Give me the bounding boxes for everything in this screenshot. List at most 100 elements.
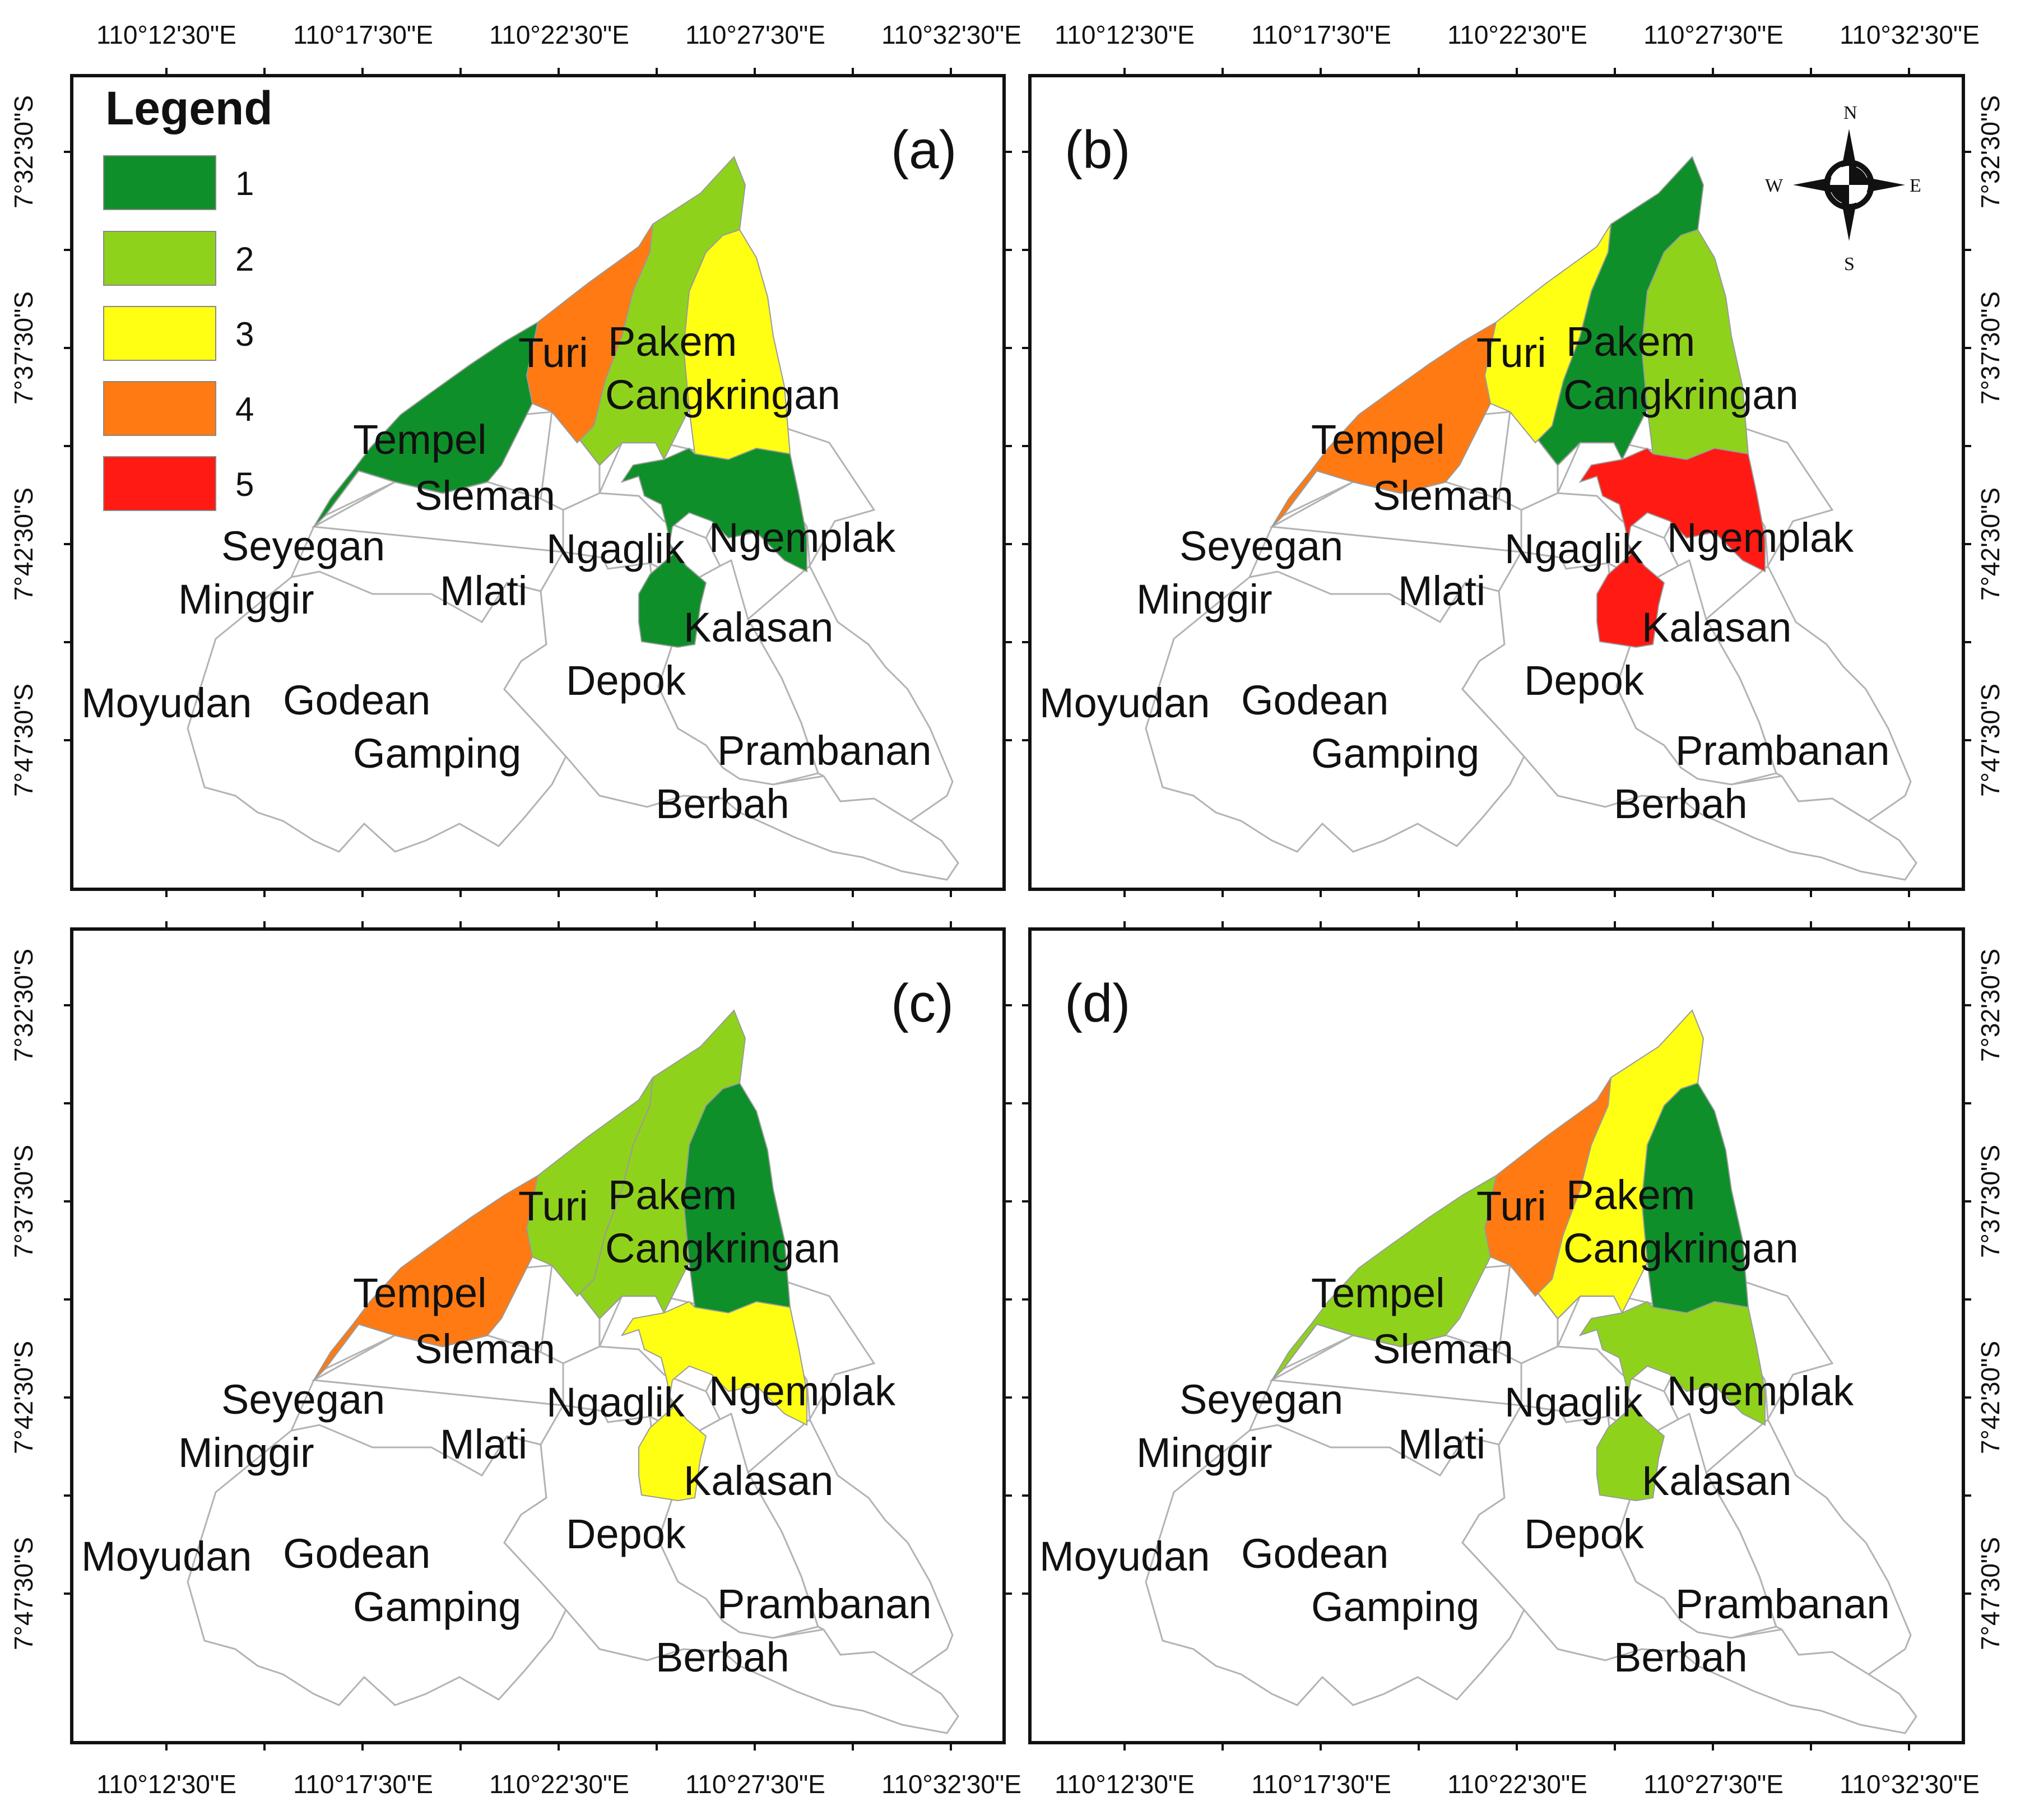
latitude-label: 7°37'30"S — [9, 1145, 38, 1258]
district-label-berbah: Berbah — [1614, 1634, 1748, 1680]
district-label-gamping: Gamping — [353, 730, 521, 777]
district-label-ngaglik: Ngaglik — [1504, 526, 1643, 572]
district-label-ngemplak: Ngemplak — [709, 1368, 896, 1414]
latitude-label: 7°32'30"S — [1976, 95, 2005, 208]
district-label-pakem: Pakem — [608, 1172, 737, 1218]
latitude-label: 7°47'30"S — [9, 1537, 38, 1650]
district-ngemplak — [620, 447, 807, 648]
latitude-label: 7°32'30"S — [1976, 949, 2005, 1062]
district-label-cangkringan: Cangkringan — [1563, 1225, 1799, 1271]
district-label-seyegan: Seyegan — [221, 523, 385, 569]
district-label-godean: Godean — [1241, 1530, 1388, 1577]
district-label-sleman: Sleman — [1373, 472, 1513, 519]
latitude-label: 7°42'30"S — [1976, 1341, 2005, 1454]
longitude-label: 110°17'30"E — [1251, 20, 1391, 49]
latitude-label: 7°37'30"S — [9, 291, 38, 405]
district-label-kalasan: Kalasan — [684, 1457, 833, 1504]
district-outline — [290, 526, 565, 623]
district-outline — [1248, 1379, 1523, 1477]
panel-label: (c) — [891, 973, 954, 1033]
district-label-cangkringan: Cangkringan — [605, 372, 840, 418]
district-labels-b: Turi Pakem Cangkringan Tempel Sleman Sey… — [1039, 318, 1890, 827]
legend-label-3: 3 — [235, 315, 254, 353]
district-label-turi: Turi — [518, 329, 588, 376]
legend-label-5: 5 — [235, 466, 254, 503]
longitude-label: 110°22'30"E — [1447, 20, 1587, 49]
district-label-prambanan: Prambanan — [717, 727, 932, 774]
district-label-kalasan: Kalasan — [1642, 604, 1791, 651]
district-map — [1145, 1009, 1917, 1734]
district-label-tempel: Tempel — [353, 1270, 487, 1316]
latitude-label: 7°47'30"S — [9, 684, 38, 797]
district-outline — [1248, 526, 1523, 623]
district-label-sleman: Sleman — [1373, 1326, 1513, 1372]
district-boundary — [540, 411, 553, 499]
panel-label: (a) — [891, 120, 956, 180]
longitude-label: 110°17'30"E — [293, 1770, 433, 1799]
district-label-seyegan: Seyegan — [1179, 1376, 1343, 1423]
legend-swatch-3 — [103, 306, 216, 361]
district-ngemplak — [620, 1301, 807, 1502]
district-label-mlati: Mlati — [1398, 568, 1485, 614]
district-ngemplak — [1578, 447, 1766, 648]
district-map — [187, 1009, 959, 1734]
north-arrow-icon: N S E W — [1765, 103, 1921, 275]
district-boundary — [1283, 481, 1354, 517]
district-label-mlati: Mlati — [1398, 1421, 1485, 1468]
panel-frame-c — [70, 927, 1006, 1744]
longitude-label: 110°22'30"E — [1447, 1770, 1587, 1799]
district-outline — [1705, 1418, 1912, 1675]
district-label-mlati: Mlati — [440, 568, 527, 614]
district-label-moyudan: Moyudan — [1039, 680, 1210, 726]
district-map — [187, 156, 959, 881]
district-label-sleman: Sleman — [415, 472, 555, 519]
longitude-label: 110°32'30"E — [1840, 1770, 1980, 1799]
district-label-prambanan: Prambanan — [1675, 1581, 1890, 1627]
map-panel-b: (b) — [1065, 120, 1917, 881]
district-label-mlati: Mlati — [440, 1421, 527, 1468]
map-panel-c: (c) — [187, 973, 959, 1734]
legend-title: Legend — [105, 82, 273, 134]
district-outline — [747, 564, 954, 822]
district-label-depok: Depok — [1524, 657, 1645, 704]
longitude-label: 110°27'30"E — [1643, 20, 1784, 49]
district-label-berbah: Berbah — [656, 781, 789, 827]
district-label-berbah: Berbah — [1614, 781, 1748, 827]
district-label-moyudan: Moyudan — [81, 1533, 252, 1580]
longitude-label: 110°17'30"E — [293, 20, 433, 49]
panel-frame-b — [1028, 74, 1965, 891]
district-boundary — [598, 442, 623, 494]
longitude-label: 110°12'30"E — [1055, 20, 1195, 49]
district-outline — [747, 1418, 954, 1675]
legend-label-4: 4 — [235, 391, 254, 428]
panel-label: (d) — [1065, 973, 1130, 1033]
district-outline — [1705, 564, 1912, 822]
longitude-label: 110°22'30"E — [489, 20, 629, 49]
district-boundary — [324, 481, 396, 517]
district-label-cangkringan: Cangkringan — [1563, 372, 1799, 418]
compass-east: E — [1910, 175, 1921, 196]
district-label-ngaglik: Ngaglik — [546, 526, 685, 572]
district-label-cangkringan: Cangkringan — [605, 1225, 840, 1271]
district-boundary — [1498, 1265, 1511, 1353]
district-label-kalasan: Kalasan — [684, 604, 833, 651]
district-label-gamping: Gamping — [1311, 730, 1479, 777]
latitude-label: 7°42'30"S — [9, 487, 38, 601]
legend: Legend 1 2 3 4 5 — [103, 82, 273, 511]
longitude-label: 110°27'30"E — [685, 1770, 825, 1799]
district-label-ngemplak: Ngemplak — [1667, 514, 1854, 561]
district-label-godean: Godean — [283, 1530, 430, 1577]
district-label-seyegan: Seyegan — [1179, 523, 1343, 569]
longitude-label: 110°12'30"E — [96, 20, 236, 49]
compass-west: W — [1765, 175, 1784, 196]
district-label-ngaglik: Ngaglik — [546, 1379, 685, 1426]
longitude-label: 110°27'30"E — [685, 20, 825, 49]
longitude-label: 110°17'30"E — [1251, 1770, 1391, 1799]
district-ngemplak — [1578, 1301, 1766, 1502]
district-label-sleman: Sleman — [415, 1326, 555, 1372]
latitude-label: 7°47'30"S — [1976, 1537, 2005, 1650]
district-label-pakem: Pakem — [608, 318, 737, 365]
district-label-kalasan: Kalasan — [1642, 1457, 1791, 1504]
district-label-gamping: Gamping — [1311, 1584, 1479, 1630]
